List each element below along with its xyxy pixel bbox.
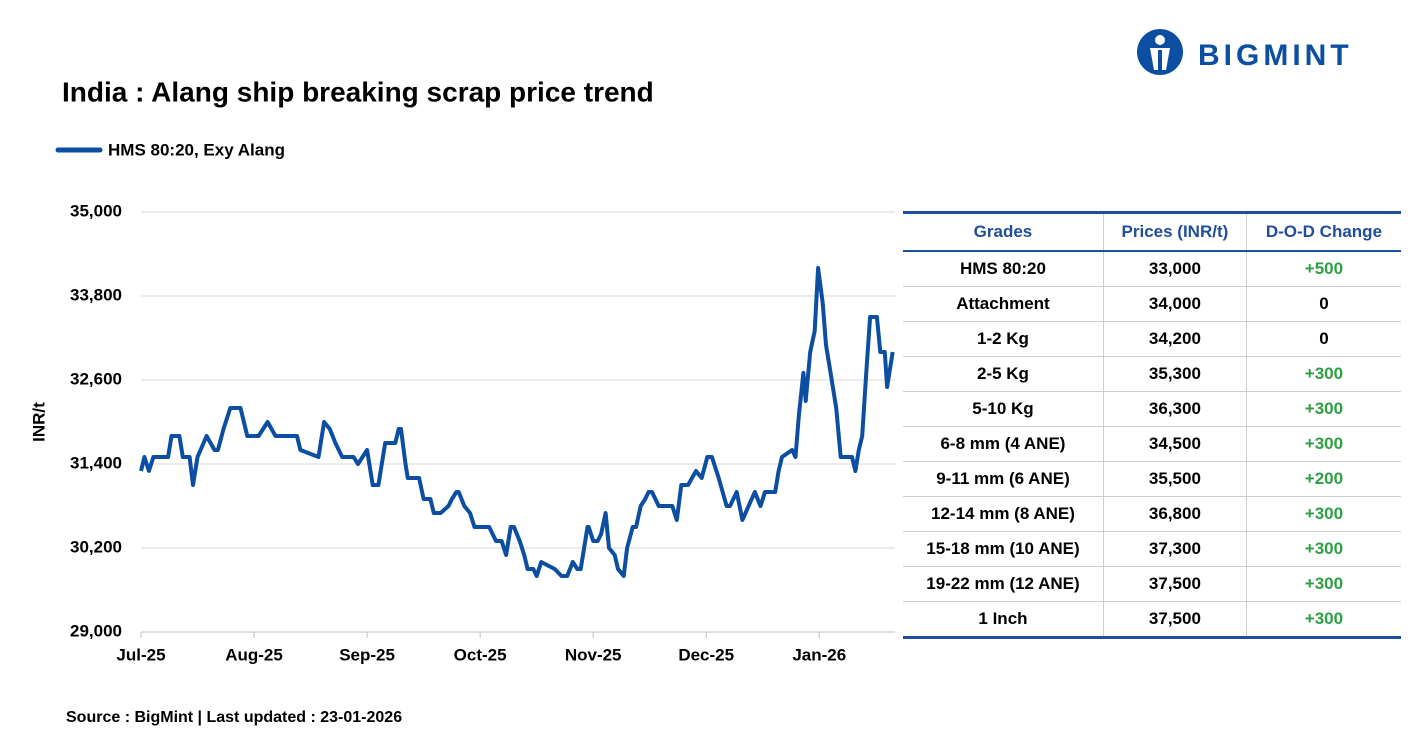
table-cell: +300 (1245, 496, 1401, 532)
y-tick-label: 33,800 (70, 285, 122, 304)
table-cell: 19-22 mm (12 ANE) (903, 566, 1104, 602)
table-cell: Attachment (903, 286, 1104, 322)
table-cell: 1-2 Kg (903, 321, 1104, 357)
table-cell: 1 Inch (903, 601, 1104, 639)
table-cell: 37,500 (1102, 601, 1247, 639)
table-cell: +300 (1245, 356, 1401, 392)
line-series (139, 266, 895, 578)
table-cell: 34,200 (1102, 321, 1247, 357)
x-tick-label: Jul-25 (116, 645, 165, 664)
y-axis-label: INR/t (29, 402, 48, 442)
table-cell: +200 (1245, 461, 1401, 497)
y-tick-label: 29,000 (70, 621, 122, 640)
chart-title: India : Alang ship breaking scrap price … (62, 76, 654, 107)
table-cell: +500 (1245, 251, 1401, 287)
table-cell: 15-18 mm (10 ANE) (903, 531, 1104, 567)
y-tick-label: 30,200 (70, 537, 122, 556)
table-row: 6-8 mm (4 ANE) 34,500 +300 (903, 426, 1401, 462)
header-cell: D-O-D Change (1245, 211, 1401, 252)
table-row: 15-18 mm (10 ANE) 37,300 +300 (903, 531, 1401, 567)
logo-icon (1155, 35, 1165, 45)
y-tick-label: 31,400 (70, 453, 122, 472)
x-tick-label: Sep-25 (339, 645, 395, 664)
logo-icon (1158, 50, 1162, 70)
logo: BIGMINT (1137, 29, 1353, 75)
table-cell: 34,500 (1102, 426, 1247, 462)
legend-label: HMS 80:20, Exy Alang (108, 140, 285, 159)
table-cell: 35,300 (1102, 356, 1247, 392)
table-cell: HMS 80:20 (903, 251, 1104, 287)
table-row: 12-14 mm (8 ANE) 36,800 +300 (903, 496, 1401, 532)
x-tick-label: Jan-26 (792, 645, 846, 664)
brand: BIGMINT (1198, 39, 1353, 72)
table-row: HMS 80:20 33,000 +500 (903, 251, 1401, 287)
table-row: 1 Inch 37,500 +300 (903, 601, 1401, 639)
table-cell: 9-11 mm (6 ANE) (903, 461, 1104, 497)
x-tick-label: Nov-25 (565, 645, 622, 664)
table-cell: 34,000 (1102, 286, 1247, 322)
y-tick-label: 32,600 (70, 369, 122, 388)
table-cell: 12-14 mm (8 ANE) (903, 496, 1104, 532)
table-cell: +300 (1245, 566, 1401, 602)
table-cell: 2-5 Kg (903, 356, 1104, 392)
header-cell: Prices (INR/t) (1102, 211, 1247, 252)
table-cell: 37,500 (1102, 566, 1247, 602)
table-cell: 6-8 mm (4 ANE) (903, 426, 1104, 462)
table-row: Attachment 34,000 0 (903, 286, 1401, 322)
x-tick-label: Oct-25 (454, 645, 507, 664)
table-header: Grades Prices (INR/t) D-O-D Change (903, 211, 1401, 252)
table-cell: 33,000 (1102, 251, 1247, 287)
table-row: 2-5 Kg 35,300 +300 (903, 356, 1401, 392)
table-cell: 5-10 Kg (903, 391, 1104, 427)
table-row: 1-2 Kg 34,200 0 (903, 321, 1401, 357)
table-cell: +300 (1245, 531, 1401, 567)
table-cell: 0 (1245, 321, 1401, 357)
header-cell: Grades (903, 211, 1104, 252)
table-cell: 37,300 (1102, 531, 1247, 567)
table-cell: 35,500 (1102, 461, 1247, 497)
table-cell: 36,800 (1102, 496, 1247, 532)
source: Source : BigMint | Last updated : 23-01-… (66, 709, 402, 726)
x-tick-label: Dec-25 (678, 645, 734, 664)
price-table: Grades Prices (INR/t) D-O-D Change HMS 80:2… (903, 211, 1401, 639)
x-tick-label: Aug-25 (225, 645, 283, 664)
table-cell: +300 (1245, 426, 1401, 462)
table-cell: +300 (1245, 601, 1401, 639)
table-cell: +300 (1245, 391, 1401, 427)
table-row: 9-11 mm (6 ANE) 35,500 +200 (903, 461, 1401, 497)
y-tick-label: 35,000 (70, 201, 122, 220)
table-body: HMS 80:20 33,000 +500 Attachment 34,000 0 1-2 … (903, 251, 1401, 639)
table-cell: 36,300 (1102, 391, 1247, 427)
table-row: 5-10 Kg 36,300 +300 (903, 391, 1401, 427)
table-cell: 0 (1245, 286, 1401, 322)
table-row: 19-22 mm (12 ANE) 37,500 +300 (903, 566, 1401, 602)
